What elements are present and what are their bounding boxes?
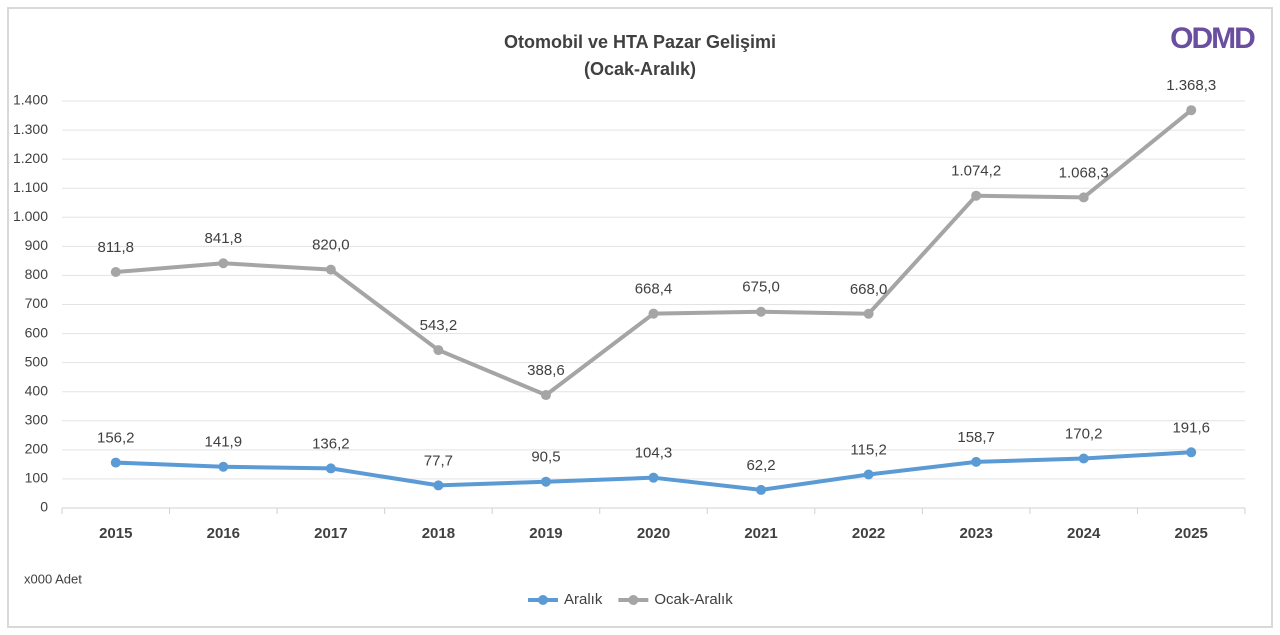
- y-tick-label: 800: [25, 266, 49, 282]
- data-label: 141,9: [205, 434, 243, 451]
- point: [325, 264, 336, 275]
- data-label: 811,8: [98, 239, 134, 256]
- y-tick-label: 1.200: [13, 150, 48, 166]
- point: [325, 463, 336, 474]
- chart-subtitle: (Ocak-Aralık): [584, 59, 696, 79]
- data-label: 388,6: [527, 362, 565, 379]
- point: [756, 484, 767, 495]
- point: [648, 308, 659, 319]
- x-tick-label: 2025: [1175, 525, 1208, 542]
- legend-marker: [538, 595, 548, 605]
- point: [1186, 447, 1197, 458]
- data-label: 90,5: [531, 449, 560, 466]
- y-tick-label: 900: [25, 237, 49, 253]
- legend-marker: [628, 595, 639, 605]
- point: [540, 390, 551, 401]
- x-tick-label: 2021: [744, 525, 777, 542]
- point: [1186, 105, 1197, 116]
- data-label: 668,0: [850, 281, 888, 298]
- data-label: 841,8: [205, 230, 243, 247]
- point: [110, 266, 121, 277]
- data-label: 1.368,3: [1166, 77, 1216, 94]
- point: [648, 472, 659, 483]
- y-tick-label: 100: [25, 470, 49, 486]
- point: [971, 190, 982, 201]
- point: [540, 476, 551, 487]
- x-tick-label: 2019: [529, 525, 562, 542]
- y-tick-label: 200: [25, 441, 49, 457]
- y-tick-label: 1.300: [13, 121, 48, 137]
- data-label: 191,6: [1172, 419, 1210, 436]
- data-label: 62,2: [746, 457, 775, 474]
- point: [433, 480, 444, 491]
- data-label: 158,7: [957, 429, 995, 446]
- x-tick-label: 2017: [314, 525, 347, 542]
- chart-frame: [7, 7, 1273, 628]
- x-tick-label: 2016: [207, 525, 240, 542]
- legend-label: Ocak-Aralık: [654, 591, 733, 608]
- data-label: 170,2: [1065, 425, 1103, 442]
- data-label: 77,7: [424, 452, 453, 469]
- data-label: 1.074,2: [951, 163, 1001, 180]
- data-label: 675,0: [742, 279, 780, 296]
- x-tick-label: 2020: [637, 525, 670, 542]
- data-label: 156,2: [97, 430, 135, 447]
- point: [218, 461, 229, 472]
- point: [110, 457, 121, 468]
- chart-title: Otomobil ve HTA Pazar Gelişimi: [504, 32, 776, 52]
- y-tick-label: 600: [25, 324, 49, 340]
- y-tick-label: 400: [25, 382, 49, 398]
- point: [756, 306, 767, 317]
- y-tick-label: 0: [40, 499, 48, 515]
- data-label: 820,0: [312, 237, 350, 254]
- data-label: 668,4: [635, 281, 673, 298]
- data-label: 543,2: [420, 317, 458, 334]
- point: [863, 469, 874, 480]
- x-tick-label: 2018: [422, 525, 455, 542]
- x-tick-label: 2024: [1067, 525, 1101, 542]
- logo: ODMD: [1170, 22, 1255, 55]
- data-label: 136,2: [312, 435, 350, 452]
- point: [863, 308, 874, 319]
- point: [433, 345, 444, 356]
- data-label: 104,3: [635, 445, 673, 462]
- y-tick-label: 500: [25, 353, 49, 369]
- point: [218, 258, 229, 269]
- x-tick-label: 2015: [99, 525, 132, 542]
- y-tick-label: 300: [25, 411, 49, 427]
- point: [971, 456, 982, 467]
- y-tick-label: 1.400: [13, 92, 48, 108]
- point: [1078, 453, 1089, 464]
- x-tick-label: 2023: [959, 525, 992, 542]
- note: x000 Adet: [24, 571, 82, 586]
- data-label: 115,2: [850, 441, 886, 458]
- y-tick-label: 1.000: [13, 208, 48, 224]
- legend-label: Aralık: [564, 591, 603, 608]
- point: [1078, 192, 1089, 203]
- y-tick-label: 700: [25, 295, 49, 311]
- x-tick-label: 2022: [852, 525, 885, 542]
- y-tick-label: 1.100: [13, 179, 48, 195]
- data-label: 1.068,3: [1059, 164, 1109, 181]
